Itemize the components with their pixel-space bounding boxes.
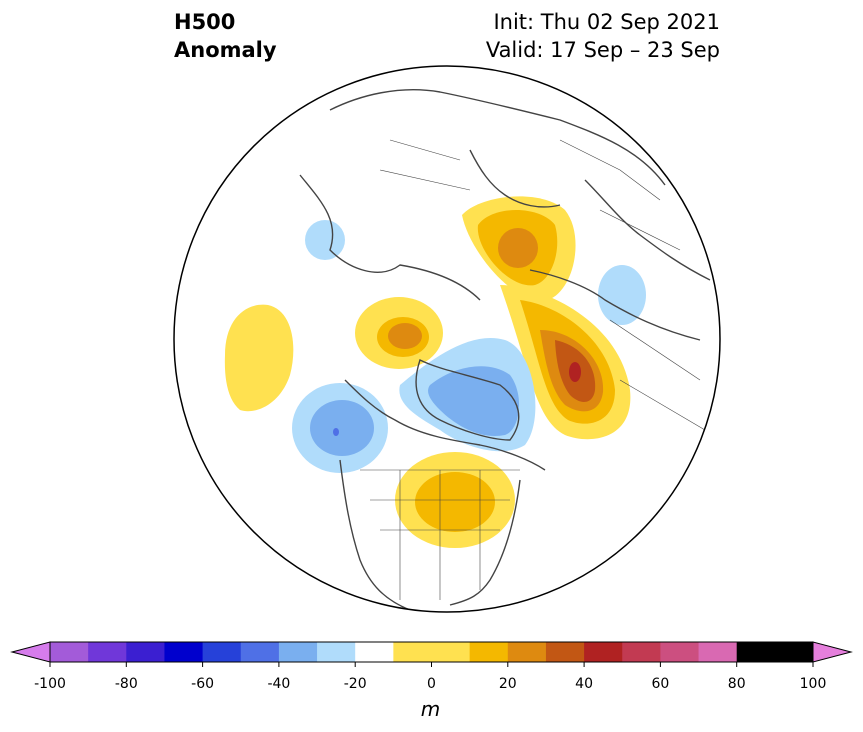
colorbar-box <box>584 642 623 662</box>
colorbar-box <box>317 642 356 662</box>
colorbar-box <box>660 642 700 662</box>
colorbar-box <box>393 642 471 662</box>
colorbar-tick-label: 20 <box>499 676 517 692</box>
colorbar-boxes <box>50 642 814 662</box>
colorbar-box <box>88 642 127 662</box>
colorbar-box <box>469 642 509 662</box>
colorbar-tick-label: 80 <box>728 676 746 692</box>
colorbar-box <box>545 642 585 662</box>
valid-range: Valid: 17 Sep – 23 Sep <box>485 38 720 62</box>
colorbar-extend-max <box>812 641 853 663</box>
map-boundary <box>173 65 721 613</box>
map-title-variable: H500 Anomaly <box>174 8 277 64</box>
colorbar-box <box>736 642 776 662</box>
colorbar-box <box>774 642 814 662</box>
colorbar-tick-label: 0 <box>427 676 436 692</box>
map-title-dates: Init: Thu 02 Sep 2021 Valid: 17 Sep – 23… <box>486 8 720 64</box>
colorbar-tick-label: -60 <box>191 676 214 692</box>
colorbar-tick-label: -100 <box>34 676 66 692</box>
colorbar-tick-label: 60 <box>651 676 669 692</box>
colorbar-tick-label: 40 <box>575 676 593 692</box>
polar-map <box>173 65 721 613</box>
init-date: Init: Thu 02 Sep 2021 <box>493 10 720 34</box>
title-variable: H500 <box>174 10 236 34</box>
colorbar-box <box>278 642 318 662</box>
colorbar-box <box>202 642 242 662</box>
coastlines <box>299 89 711 611</box>
colorbar-tick-label: -80 <box>115 676 138 692</box>
colorbar-tick-label: -40 <box>267 676 290 692</box>
colorbar-ticks: -100 -80 -60 -40 -20 0 20 40 60 80 100 <box>34 662 826 692</box>
political-borders <box>360 139 706 600</box>
anomaly-scandinavia <box>462 196 576 302</box>
colorbar-unit-label: m <box>421 697 440 721</box>
colorbar-box <box>50 642 89 662</box>
colorbar-tick-label: 100 <box>800 676 827 692</box>
title-kind: Anomaly <box>174 38 277 62</box>
colorbar-box <box>622 642 661 662</box>
anomaly-north-atlantic <box>355 297 443 369</box>
colorbar-box <box>698 642 738 662</box>
colorbar-box <box>164 642 204 662</box>
colorbar-box <box>355 642 394 662</box>
colorbar-box <box>126 642 165 662</box>
map-disc <box>174 66 720 612</box>
colorbar: -100 -80 -60 -40 -20 0 20 40 60 80 100 m <box>10 641 853 721</box>
anomaly-siberia <box>500 285 631 440</box>
colorbar-extend-min <box>10 641 51 663</box>
anomaly-east-asia <box>305 220 345 260</box>
colorbar-box <box>507 642 547 662</box>
anomaly-mediterranean <box>598 265 646 325</box>
anomaly-gulf-alaska <box>292 383 388 473</box>
anomaly-shading <box>224 196 646 548</box>
anomaly-north-pacific <box>224 304 294 412</box>
colorbar-tick-label: -20 <box>344 676 367 692</box>
colorbar-box <box>240 642 280 662</box>
